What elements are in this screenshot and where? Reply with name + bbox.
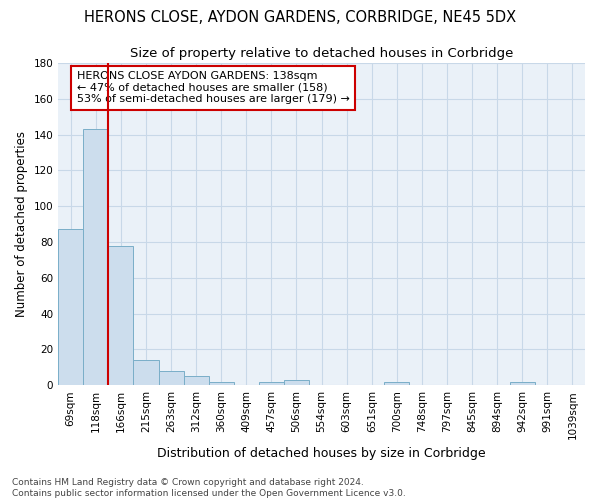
Bar xyxy=(209,382,234,385)
Text: HERONS CLOSE AYDON GARDENS: 138sqm
← 47% of detached houses are smaller (158)
53: HERONS CLOSE AYDON GARDENS: 138sqm ← 47%… xyxy=(77,71,349,104)
Text: Contains HM Land Registry data © Crown copyright and database right 2024.
Contai: Contains HM Land Registry data © Crown c… xyxy=(12,478,406,498)
Title: Size of property relative to detached houses in Corbridge: Size of property relative to detached ho… xyxy=(130,48,513,60)
Bar xyxy=(510,382,535,385)
Bar xyxy=(158,371,184,385)
Bar xyxy=(259,382,284,385)
Y-axis label: Number of detached properties: Number of detached properties xyxy=(15,131,28,317)
Bar xyxy=(58,230,83,385)
Text: HERONS CLOSE, AYDON GARDENS, CORBRIDGE, NE45 5DX: HERONS CLOSE, AYDON GARDENS, CORBRIDGE, … xyxy=(84,10,516,25)
Bar xyxy=(284,380,309,385)
Bar xyxy=(133,360,158,385)
Bar xyxy=(83,130,109,385)
Bar xyxy=(109,246,133,385)
Bar xyxy=(184,376,209,385)
Bar xyxy=(385,382,409,385)
X-axis label: Distribution of detached houses by size in Corbridge: Distribution of detached houses by size … xyxy=(157,447,486,460)
